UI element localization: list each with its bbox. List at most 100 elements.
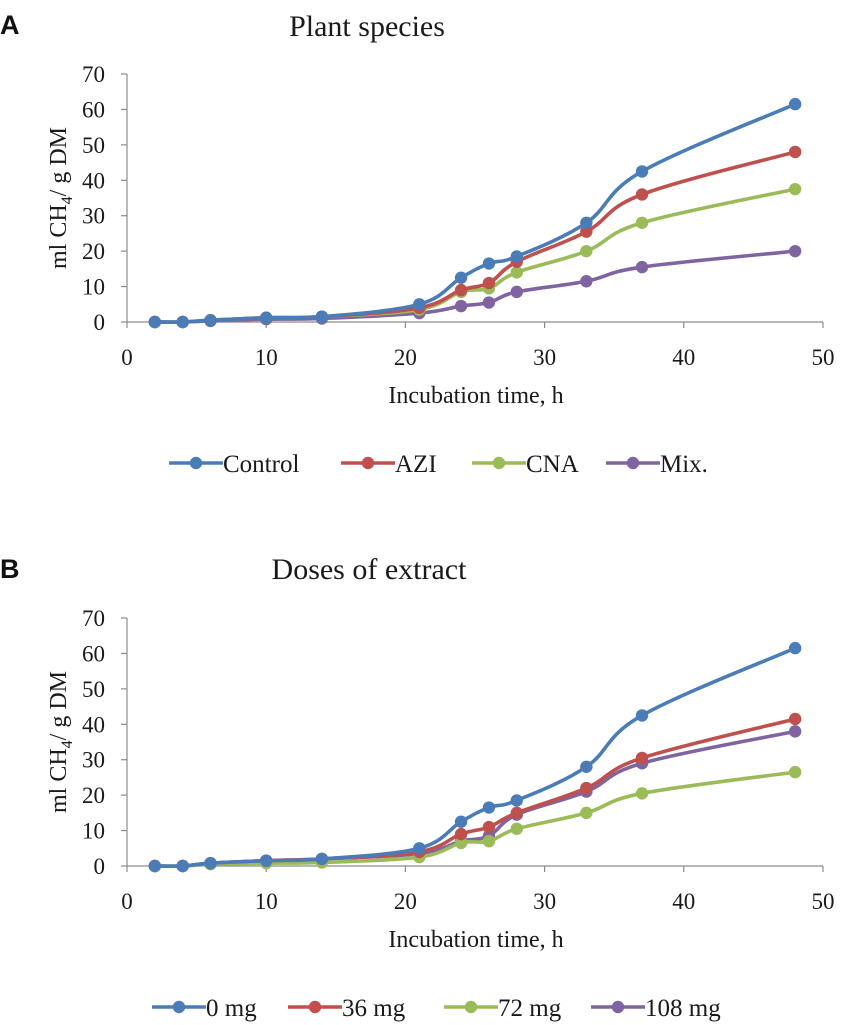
data-point-108-mg[interactable] <box>788 725 802 738</box>
legend-label: 0 mg <box>206 995 257 1022</box>
legend-item-cna[interactable]: CNA <box>472 451 579 478</box>
data-point-72-mg[interactable] <box>635 787 649 800</box>
data-point-0-mg[interactable] <box>580 760 593 773</box>
data-point-control[interactable] <box>482 257 496 270</box>
panel-a: A Plant species ml CH4/ g DM Incubation … <box>0 10 835 478</box>
legend-a[interactable]: Control AZI CNA Mix. <box>169 451 708 478</box>
legend-label: Control <box>223 451 299 478</box>
panel-letter-b: B <box>0 554 20 584</box>
legend-item-control[interactable]: Control <box>169 451 299 478</box>
y-tick-label: 30 <box>82 204 105 229</box>
x-tick-label: 50 <box>812 889 835 914</box>
y-tick-label: 20 <box>82 783 105 808</box>
data-point-mix[interactable] <box>580 275 593 288</box>
legend-swatch-marker <box>626 456 640 470</box>
legend-label: 72 mg <box>498 995 562 1022</box>
legend-swatch-marker <box>464 1000 478 1014</box>
y-tick-label: 20 <box>82 239 105 264</box>
data-point-36-mg[interactable] <box>580 781 593 795</box>
data-point-control[interactable] <box>176 315 189 329</box>
data-point-cna[interactable] <box>788 182 802 196</box>
chart-title-a: Plant species <box>289 10 445 43</box>
data-point-0-mg[interactable] <box>315 852 329 866</box>
legend-item-72-mg[interactable]: 72 mg <box>444 995 562 1022</box>
data-point-72-mg[interactable] <box>454 836 468 850</box>
data-point-0-mg[interactable] <box>635 709 649 722</box>
data-point-azi[interactable] <box>580 225 593 238</box>
data-point-cna[interactable] <box>510 266 523 279</box>
data-point-control[interactable] <box>413 298 426 311</box>
data-point-azi[interactable] <box>635 188 649 201</box>
legend-item-108-mg[interactable]: 108 mg <box>591 995 721 1022</box>
data-point-azi[interactable] <box>482 276 496 290</box>
data-point-control[interactable] <box>148 315 162 329</box>
x-tick-label: 50 <box>812 345 835 370</box>
data-point-control[interactable] <box>788 97 802 111</box>
data-point-cna[interactable] <box>635 216 649 229</box>
series-group-b <box>148 641 802 873</box>
data-point-72-mg[interactable] <box>580 806 593 820</box>
y-axis-label-rest-a: / g DM <box>46 127 72 196</box>
series-line-36-mg <box>153 717 797 869</box>
legend-item-36-mg[interactable]: 36 mg <box>288 995 406 1022</box>
y-axis-label-main-b: ml CH <box>46 748 72 813</box>
data-point-72-mg[interactable] <box>510 822 523 835</box>
panel-letter-a: A <box>0 10 20 40</box>
data-point-cna[interactable] <box>580 244 593 258</box>
data-point-0-mg[interactable] <box>788 641 802 655</box>
legend-item-mix[interactable]: Mix. <box>606 451 708 478</box>
x-tick-label: 10 <box>255 889 278 914</box>
data-point-0-mg[interactable] <box>148 859 162 873</box>
x-tick-label: 30 <box>533 345 556 370</box>
data-point-36-mg[interactable] <box>635 751 649 765</box>
y-tick-label: 0 <box>94 310 106 335</box>
series-line-cna <box>153 187 797 324</box>
series-line-108-mg <box>153 729 797 869</box>
data-point-mix[interactable] <box>510 285 523 299</box>
x-tick-label: 30 <box>533 889 556 914</box>
x-tick-label: 10 <box>255 345 278 370</box>
data-point-azi[interactable] <box>788 145 802 159</box>
series-group-a <box>148 97 802 329</box>
data-point-control[interactable] <box>510 250 523 263</box>
data-point-72-mg[interactable] <box>482 835 496 848</box>
y-axis-label-main-a: ml CH <box>46 204 72 269</box>
data-point-mix[interactable] <box>788 244 802 258</box>
data-point-control[interactable] <box>204 314 217 327</box>
data-point-control[interactable] <box>315 310 329 323</box>
data-point-0-mg[interactable] <box>176 859 189 873</box>
data-point-mix[interactable] <box>454 299 468 313</box>
legend-swatch-marker <box>172 1000 186 1014</box>
x-axis-label-a: Incubation time, h <box>388 383 563 409</box>
y-tick-label: 30 <box>82 748 105 773</box>
data-point-0-mg[interactable] <box>413 842 426 855</box>
y-tick-label: 50 <box>82 677 105 702</box>
x-tick-label: 40 <box>672 345 695 370</box>
data-point-azi[interactable] <box>454 283 468 297</box>
legend-item-azi[interactable]: AZI <box>341 451 437 478</box>
y-tick-label: 70 <box>82 606 105 631</box>
data-point-control[interactable] <box>580 216 593 229</box>
data-point-36-mg[interactable] <box>482 820 496 834</box>
data-point-36-mg[interactable] <box>788 712 802 726</box>
data-point-0-mg[interactable] <box>482 801 496 814</box>
y-axis-label-b: ml CH4/ g DM <box>46 671 76 813</box>
series-line-azi <box>153 150 797 324</box>
legend-item-0-mg[interactable]: 0 mg <box>152 995 257 1022</box>
data-point-0-mg[interactable] <box>204 856 217 870</box>
data-point-36-mg[interactable] <box>510 806 523 820</box>
data-point-72-mg[interactable] <box>788 765 802 779</box>
data-point-0-mg[interactable] <box>454 815 468 828</box>
data-point-control[interactable] <box>454 271 468 284</box>
legend-b[interactable]: 0 mg 36 mg 72 mg 108 mg <box>152 995 721 1022</box>
data-point-control[interactable] <box>635 165 649 178</box>
legend-label: CNA <box>526 451 579 478</box>
data-point-control[interactable] <box>260 311 273 324</box>
y-tick-label: 10 <box>82 819 105 844</box>
data-point-0-mg[interactable] <box>260 854 273 867</box>
series-line-0-mg <box>153 646 797 869</box>
data-point-36-mg[interactable] <box>454 827 468 841</box>
data-point-mix[interactable] <box>635 260 649 274</box>
data-point-mix[interactable] <box>482 296 496 309</box>
data-point-0-mg[interactable] <box>510 794 523 807</box>
